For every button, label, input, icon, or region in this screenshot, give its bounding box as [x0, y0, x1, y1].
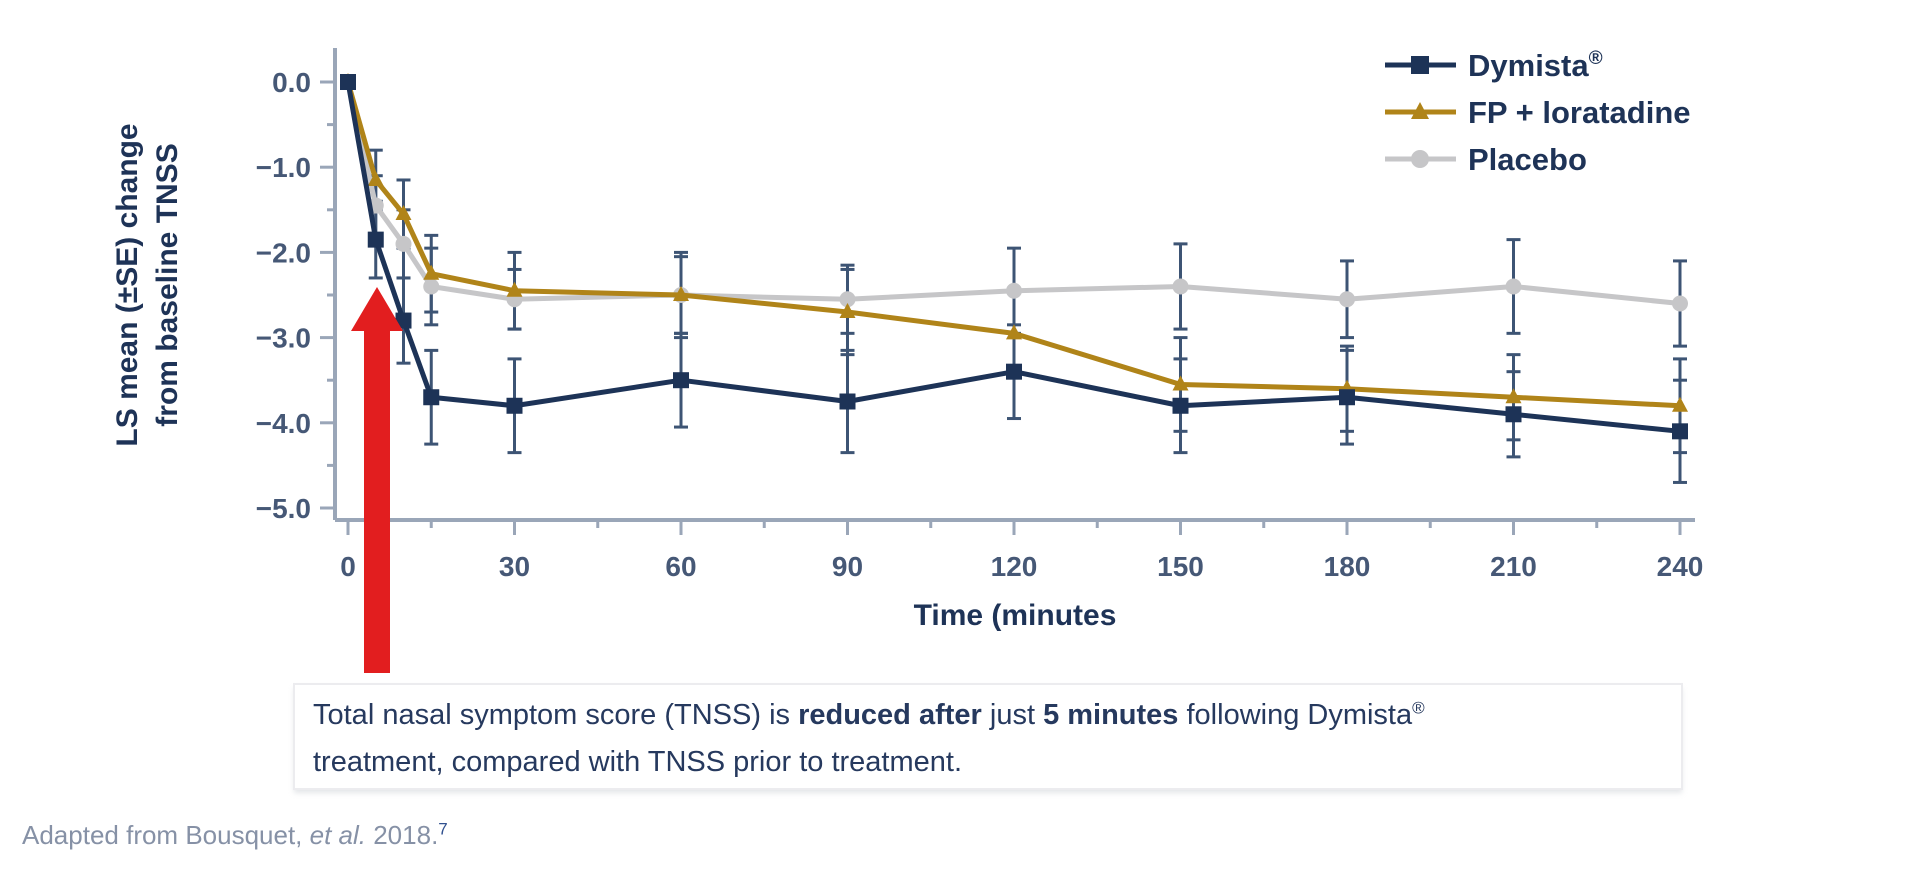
- registered-trademark-symbol: ®: [1412, 698, 1425, 718]
- legend-item-placebo: Placebo: [1385, 142, 1587, 177]
- svg-text:180: 180: [1324, 551, 1371, 582]
- svg-text:−1.0: −1.0: [256, 152, 311, 183]
- legend-label-placebo: Placebo: [1468, 142, 1587, 177]
- annotation-text: Total nasal symptom score (TNSS) is: [313, 699, 799, 731]
- annotation-line-2: treatment, compared with TNSS prior to t…: [313, 746, 963, 778]
- error-bars-placebo: [368, 174, 1687, 348]
- svg-text:90: 90: [832, 551, 863, 582]
- y-axis-ticks: [320, 80, 335, 510]
- svg-text:60: 60: [665, 551, 696, 582]
- highlight-arrow-icon: [351, 287, 403, 673]
- svg-text:210: 210: [1490, 551, 1537, 582]
- y-axis-title-line-2: from baseline TNSS: [151, 143, 184, 426]
- x-axis-title: Time (minutes: [914, 599, 1117, 632]
- y-tick-labels: 0.0 −1.0 −2.0 −3.0 −4.0 −5.0: [256, 67, 311, 524]
- series-line-dymista: [345, 79, 1683, 434]
- svg-text:120: 120: [991, 551, 1038, 582]
- caption-reference-number: 7: [438, 819, 448, 839]
- error-bars-fp-loratadine: [368, 148, 1687, 455]
- legend-label-dymista: Dymista®: [1468, 48, 1603, 83]
- svg-text:−5.0: −5.0: [256, 493, 311, 524]
- caption-year: 2018.: [366, 820, 439, 850]
- annotation-box: Total nasal symptom score (TNSS) is redu…: [293, 683, 1683, 790]
- caption-et-al: et al.: [309, 820, 366, 850]
- annotation-line-1: Total nasal symptom score (TNSS) is redu…: [313, 692, 1663, 739]
- source-caption: Adapted from Bousquet, et al. 2018.7: [22, 820, 448, 851]
- svg-text:30: 30: [499, 551, 530, 582]
- annotation-bold-5-minutes: 5 minutes: [1043, 699, 1179, 731]
- line-chart: 0.0 −1.0 −2.0 −3.0 −4.0 −5.0 0 30 60 90 120 150 180 2…: [111, 48, 1703, 673]
- annotation-bold-reduced-after: reduced after: [798, 699, 982, 731]
- series-markers-dymista: [340, 74, 1688, 440]
- annotation-text: following Dymista: [1178, 699, 1413, 731]
- svg-text:−4.0: −4.0: [256, 408, 311, 439]
- legend-label-fp-loratadine: FP + loratadine: [1468, 95, 1691, 130]
- error-bars-dymista: [368, 199, 1687, 484]
- svg-text:0: 0: [340, 551, 356, 582]
- legend: Dymista® FP + loratadine Placebo: [1385, 48, 1691, 177]
- series-dymista: [340, 74, 1688, 440]
- legend-item-dymista: Dymista®: [1385, 48, 1603, 83]
- x-axis-ticks: [346, 520, 1682, 535]
- annotation-text: just: [981, 699, 1044, 731]
- caption-text: Adapted from Bousquet,: [22, 820, 310, 850]
- svg-text:240: 240: [1657, 551, 1704, 582]
- series-line-fp-loratadine: [345, 79, 1683, 409]
- legend-item-fp-loratadine: FP + loratadine: [1385, 95, 1691, 130]
- y-axis-title-line-1: LS mean (±SE) change: [111, 123, 144, 446]
- svg-text:−3.0: −3.0: [256, 323, 311, 354]
- error-bars: [368, 148, 1687, 484]
- svg-text:−2.0: −2.0: [256, 237, 311, 268]
- svg-text:0.0: 0.0: [272, 67, 311, 98]
- x-tick-labels: 0 30 60 90 120 150 180 210 240: [340, 551, 1703, 582]
- svg-text:150: 150: [1157, 551, 1204, 582]
